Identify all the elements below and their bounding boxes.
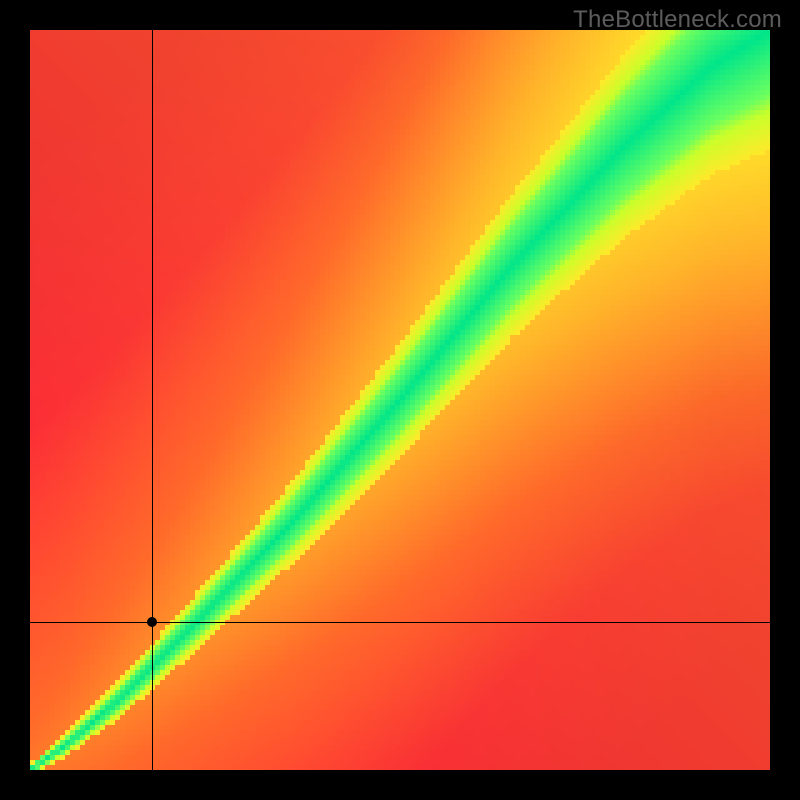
heatmap-plot [30,30,770,770]
data-point-marker [147,617,157,627]
watermark-text: TheBottleneck.com [573,6,782,34]
heatmap-canvas [30,30,770,770]
crosshair-horizontal [30,622,770,623]
crosshair-vertical [152,30,153,770]
